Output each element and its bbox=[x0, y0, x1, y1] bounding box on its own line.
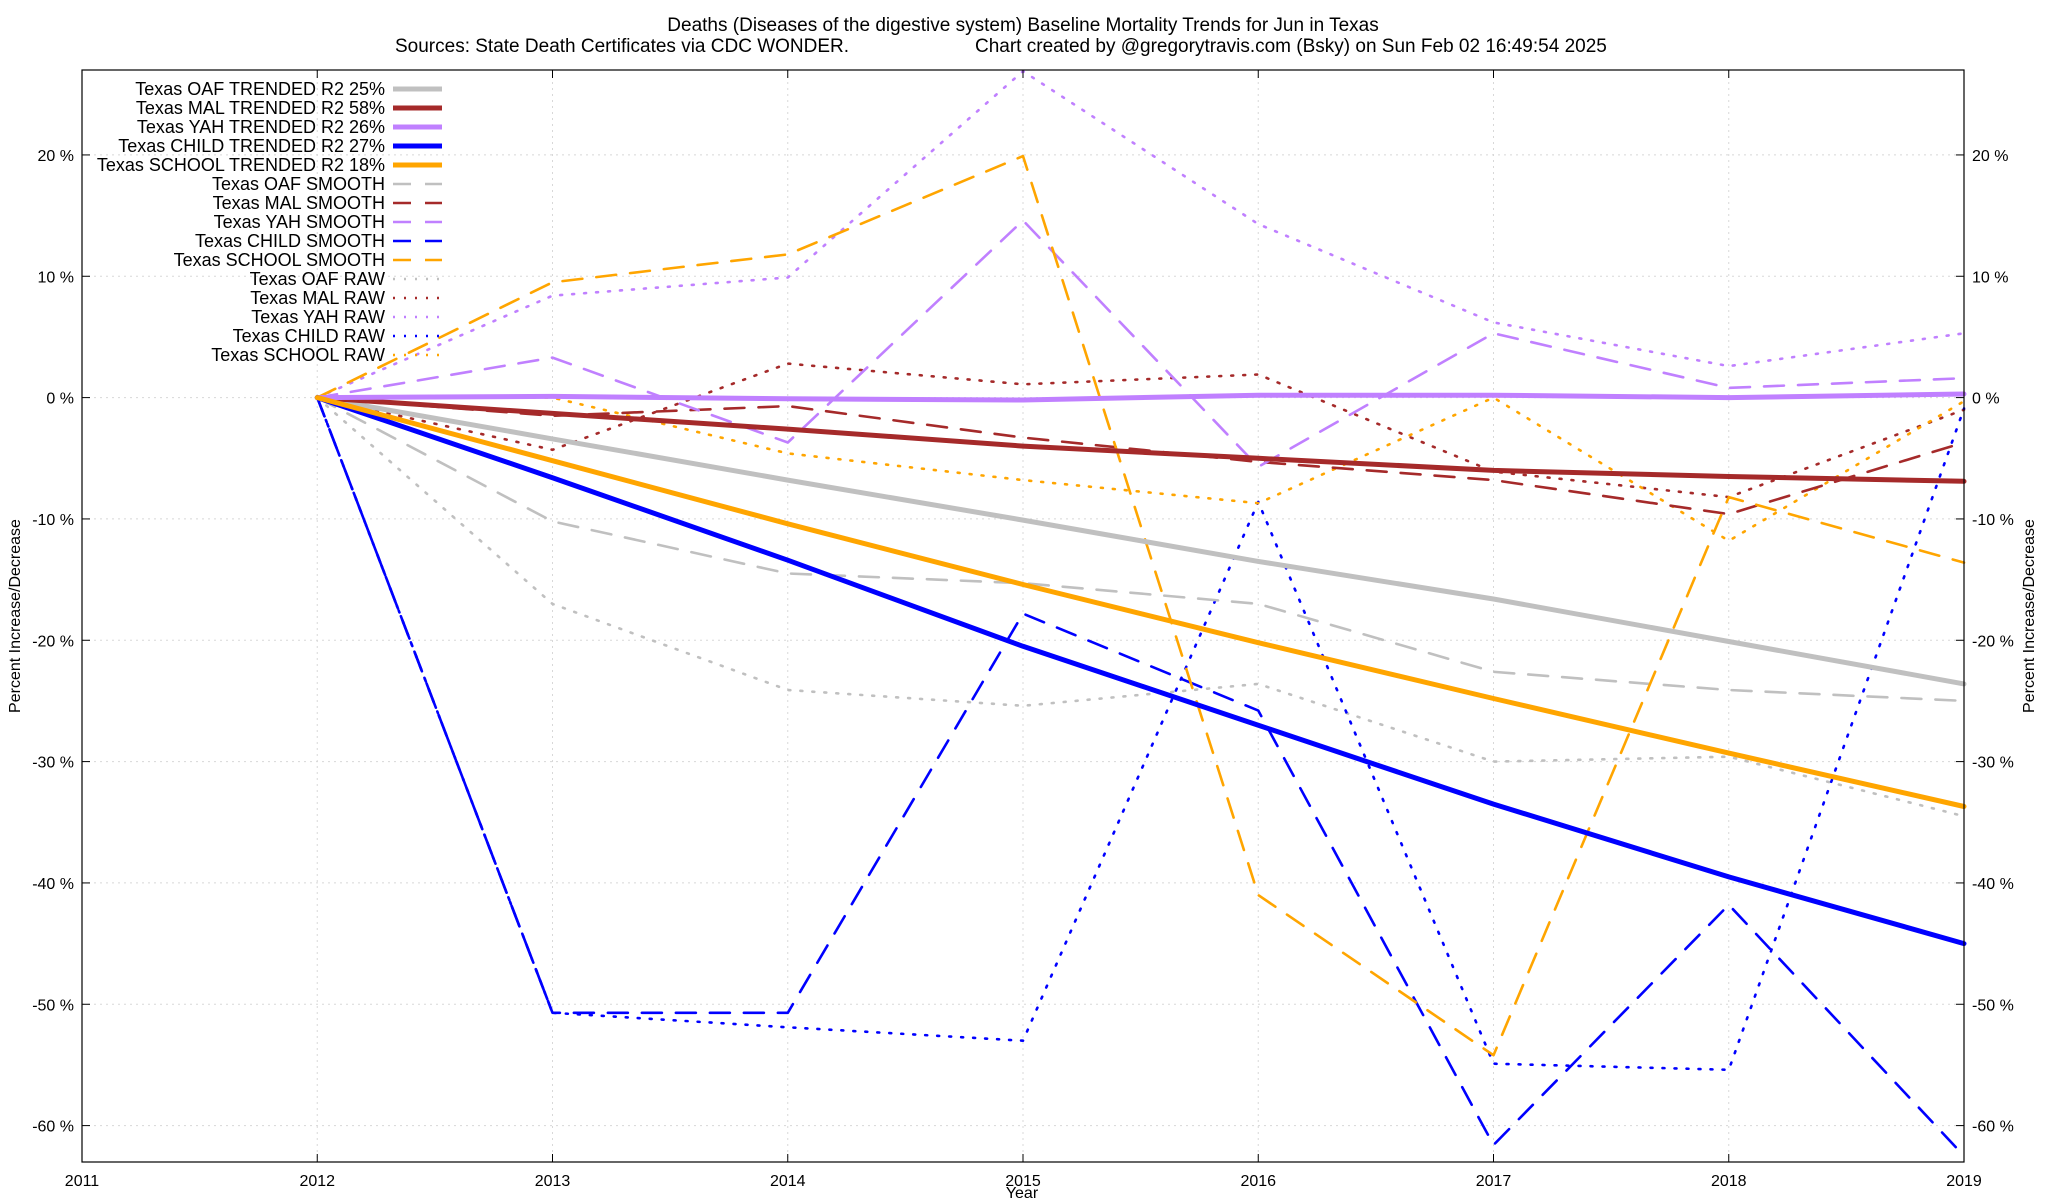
axis-ticks: 2011 2012 2013 2014 2015 2016 2017 2018 2019 20 %… bbox=[32, 70, 2014, 1190]
x-tick-label: 2016 bbox=[1240, 1173, 1276, 1190]
y-tick-label-right: 20 % bbox=[1972, 148, 2008, 165]
series-line-8 bbox=[315, 219, 1966, 469]
y-tick-label-right: -20 % bbox=[1972, 633, 2014, 650]
series-line-2 bbox=[314, 395, 1967, 484]
y-axis-label-right: Percent Increase/Decrease bbox=[2021, 519, 2038, 713]
y-tick-label-left: -20 % bbox=[32, 633, 74, 650]
x-tick-label: 2019 bbox=[1946, 1173, 1982, 1190]
legend-label: Texas OAF SMOOTH bbox=[212, 174, 385, 194]
x-axis-label: Year bbox=[1006, 1185, 1039, 1200]
series-line-5 bbox=[314, 395, 1967, 809]
y-tick-label-right: -50 % bbox=[1972, 997, 2014, 1014]
series-line-11 bbox=[315, 396, 1966, 818]
y-tick-label-left: -30 % bbox=[32, 755, 74, 772]
x-tick-label: 2011 bbox=[65, 1173, 100, 1190]
legend-label: Texas YAH RAW bbox=[251, 307, 385, 327]
series-line-3 bbox=[314, 391, 1967, 403]
series-line-4 bbox=[314, 395, 1967, 947]
y-tick-label-left: -60 % bbox=[32, 1119, 74, 1136]
legend-label: Texas OAF TRENDED R2 25% bbox=[135, 79, 385, 99]
legend-label: Texas CHILD TRENDED R2 27% bbox=[118, 136, 385, 156]
legend: Texas OAF TRENDED R2 25%Texas MAL TRENDE… bbox=[97, 79, 442, 365]
x-tick-label: 2015 bbox=[1005, 1173, 1041, 1190]
y-tick-label-left: 20 % bbox=[38, 148, 74, 165]
x-tick-label: 2018 bbox=[1711, 1173, 1747, 1190]
chart-subtitle-source: Sources: State Death Certificates via CD… bbox=[395, 36, 849, 57]
legend-label: Texas CHILD RAW bbox=[233, 326, 385, 346]
legend-label: Texas OAF RAW bbox=[250, 269, 385, 289]
y-tick-label-left: 10 % bbox=[38, 269, 74, 286]
legend-label: Texas CHILD SMOOTH bbox=[195, 231, 385, 251]
x-tick-label: 2013 bbox=[535, 1173, 571, 1190]
series-line-14 bbox=[315, 396, 1966, 1072]
y-tick-label-left: -50 % bbox=[32, 997, 74, 1014]
legend-label: Texas MAL RAW bbox=[250, 288, 385, 308]
y-tick-label-left: -40 % bbox=[32, 876, 74, 893]
y-tick-label-left: 0 % bbox=[46, 391, 74, 408]
legend-label: Texas SCHOOL RAW bbox=[211, 345, 385, 365]
y-tick-label-right: -60 % bbox=[1972, 1119, 2014, 1136]
series-line-15 bbox=[315, 396, 1966, 543]
series-lines bbox=[314, 69, 1967, 1158]
y-tick-label-right: 10 % bbox=[1972, 269, 2008, 286]
y-tick-label-right: 0 % bbox=[1972, 391, 2000, 408]
chart-title: Deaths (Diseases of the digestive system… bbox=[667, 15, 1378, 36]
series-line-10 bbox=[315, 154, 1966, 1057]
x-tick-label: 2014 bbox=[770, 1173, 806, 1190]
y-tick-label-left: -10 % bbox=[32, 512, 74, 529]
series-line-9 bbox=[315, 396, 1966, 1158]
series-line-12 bbox=[315, 362, 1966, 499]
legend-label: Texas MAL SMOOTH bbox=[213, 193, 385, 213]
legend-label: Texas MAL TRENDED R2 58% bbox=[136, 98, 385, 118]
legend-label: Texas SCHOOL TRENDED R2 18% bbox=[97, 155, 385, 175]
y-tick-label-right: -40 % bbox=[1972, 876, 2014, 893]
x-tick-label: 2012 bbox=[299, 1173, 335, 1190]
series-line-6 bbox=[315, 396, 1966, 703]
chart-subtitle-credit: Chart created by @gregorytravis.com (Bsk… bbox=[975, 36, 1607, 57]
legend-label: Texas SCHOOL SMOOTH bbox=[174, 250, 385, 270]
series-line-1 bbox=[314, 395, 1967, 687]
y-tick-label-right: -30 % bbox=[1972, 755, 2014, 772]
legend-label: Texas YAH SMOOTH bbox=[214, 212, 385, 232]
legend-label: Texas YAH TRENDED R2 26% bbox=[137, 117, 385, 137]
x-tick-label: 2017 bbox=[1476, 1173, 1512, 1190]
y-tick-label-right: -10 % bbox=[1972, 512, 2014, 529]
y-axis-label-left: Percent Increase/Decrease bbox=[7, 519, 24, 713]
